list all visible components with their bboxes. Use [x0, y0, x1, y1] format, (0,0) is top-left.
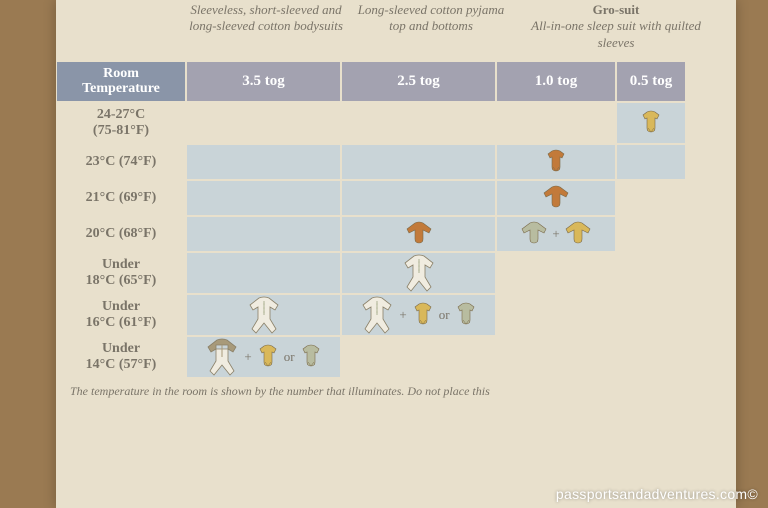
temp-cell: 23°C (74°F) [56, 144, 186, 180]
cell [186, 180, 341, 216]
cell [616, 144, 686, 180]
table-row: Under 18°C (65°F) [56, 252, 736, 294]
grosuit-icon [204, 337, 240, 377]
cell [496, 180, 616, 216]
temp-cell: Under 18°C (65°F) [56, 252, 186, 294]
temp-cell: 21°C (69°F) [56, 180, 186, 216]
bodysuit-short-icon [544, 149, 568, 175]
table-row: 20°C (68°F) + [56, 216, 736, 252]
cell [496, 144, 616, 180]
bodysuit-short-icon [299, 344, 323, 370]
temp-cell: 24-27°C (75-81°F) [56, 102, 186, 144]
bodysuit-long-icon [405, 221, 433, 247]
cell [616, 294, 686, 336]
cell [616, 216, 686, 252]
cell [341, 102, 496, 144]
or-label: or [437, 307, 452, 323]
plus-label: + [242, 349, 253, 365]
table-header-row: Room Temperature 3.5 tog 2.5 tog 1.0 tog… [56, 61, 736, 102]
cell [186, 102, 341, 144]
cell: + or [186, 336, 341, 378]
grosuit-title: Gro-suit [526, 2, 706, 18]
bodysuit-long-icon [542, 185, 570, 211]
cell [496, 294, 616, 336]
desc-bodysuits: Sleeveless, short-sleeved and long-sleev… [186, 2, 346, 51]
cell: + or [341, 294, 496, 336]
table-row: Under 16°C (61°F) + or [56, 294, 736, 336]
cell [186, 294, 341, 336]
or-label: or [282, 349, 297, 365]
pyjama-icon [564, 221, 592, 247]
watermark-text: passportsandadventures.com© [556, 486, 758, 502]
sleepsuit-icon [246, 295, 282, 335]
guide-card: Sleeveless, short-sleeved and long-sleev… [56, 0, 736, 508]
table-row: Under 14°C (57°F) + or [56, 336, 736, 378]
cell [496, 336, 616, 378]
cell [341, 180, 496, 216]
footnote-text: The temperature in the room is shown by … [56, 378, 736, 399]
desc-pyjamas: Long-sleeved cotton pyjama top and botto… [356, 2, 506, 51]
cell [616, 252, 686, 294]
bodysuit-short-icon [411, 302, 435, 328]
plus-label: + [550, 226, 561, 242]
cell [496, 102, 616, 144]
cell: + [496, 216, 616, 252]
table-row: 24-27°C (75-81°F) [56, 102, 736, 144]
grosuit-desc: All-in-one sleep suit with quilted sleev… [531, 18, 701, 49]
plus-label: + [397, 307, 408, 323]
cell [341, 144, 496, 180]
header-0-5-tog: 0.5 tog [616, 61, 686, 102]
header-1-0-tog: 1.0 tog [496, 61, 616, 102]
header-2-5-tog: 2.5 tog [341, 61, 496, 102]
sleepsuit-icon [401, 253, 437, 293]
column-descriptions: Sleeveless, short-sleeved and long-sleev… [56, 0, 736, 61]
table-row: 21°C (69°F) [56, 180, 736, 216]
temp-cell: 20°C (68°F) [56, 216, 186, 252]
bodysuit-short-icon [256, 344, 280, 370]
cell [616, 102, 686, 144]
bodysuit-short-icon [639, 110, 663, 136]
cell [341, 336, 496, 378]
temp-cell: Under 14°C (57°F) [56, 336, 186, 378]
sleepsuit-icon [359, 295, 395, 335]
header-3-5-tog: 3.5 tog [186, 61, 341, 102]
table-row: 23°C (74°F) [56, 144, 736, 180]
bodysuit-long-icon [520, 221, 548, 247]
bodysuit-short-icon [454, 302, 478, 328]
cell [186, 144, 341, 180]
cell [341, 252, 496, 294]
cell [616, 336, 686, 378]
cell [186, 252, 341, 294]
cell [341, 216, 496, 252]
desc-grosuit: Gro-suit All-in-one sleep suit with quil… [526, 2, 706, 51]
cell [496, 252, 616, 294]
cell [616, 180, 686, 216]
header-room-temp: Room Temperature [56, 61, 186, 102]
tog-table: Room Temperature 3.5 tog 2.5 tog 1.0 tog… [56, 61, 736, 379]
temp-cell: Under 16°C (61°F) [56, 294, 186, 336]
cell [186, 216, 341, 252]
